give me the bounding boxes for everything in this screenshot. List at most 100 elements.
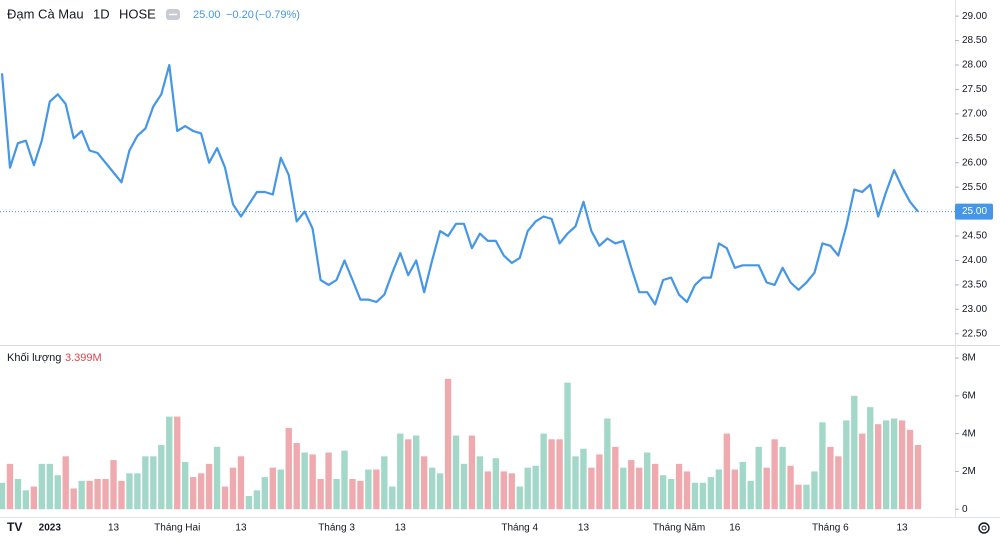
volume-bar	[420, 456, 428, 510]
volume-bar	[811, 471, 818, 510]
volume-bar	[325, 452, 332, 510]
tv-logo-text: TV	[7, 520, 22, 534]
volume-bar	[890, 418, 898, 510]
y-tick-label: 25.50	[962, 182, 987, 193]
volume-bar	[819, 422, 826, 510]
volume-bar	[524, 467, 531, 510]
volume-bar	[166, 416, 173, 510]
settings-icon[interactable]	[978, 522, 990, 534]
tv-logo[interactable]: TV	[4, 519, 28, 536]
volume-bar	[795, 484, 802, 510]
volume-bar	[436, 473, 444, 510]
volume-bar	[882, 420, 890, 510]
volume-bar	[381, 456, 388, 510]
volume-bar	[588, 467, 595, 510]
y-tick-label: 26.00	[962, 157, 987, 168]
exchange: HOSE	[119, 6, 156, 21]
volume-bar	[636, 467, 643, 510]
volume-bar	[253, 490, 261, 510]
volume-bar	[532, 465, 539, 510]
volume-bar	[667, 478, 675, 510]
y-tick-label: 22.50	[962, 328, 987, 339]
volume-bar	[0, 482, 6, 510]
volume-bar	[142, 456, 149, 510]
x-tick-label: 13	[395, 523, 407, 534]
y-tick-label: 23.00	[962, 304, 987, 315]
volume-bar	[357, 480, 364, 510]
last-price-tag	[955, 203, 993, 220]
symbol: Đạm Cà Mau	[7, 6, 84, 21]
volume-last: 3.399M	[65, 352, 102, 364]
y-tick-label: 0	[962, 504, 968, 515]
x-tick-label: Tháng 4	[501, 523, 538, 534]
volume-bar	[293, 443, 300, 510]
price-line	[0, 63, 919, 306]
volume-bar	[86, 480, 93, 510]
volume-bar	[126, 473, 133, 510]
volume-bar	[500, 471, 507, 510]
volume-bar	[628, 460, 635, 510]
volume-bar	[341, 450, 348, 510]
x-tick-label: 13	[897, 523, 909, 534]
volume-bar	[213, 446, 221, 510]
price-change: −0.20	[226, 9, 254, 21]
volume-bar	[859, 433, 866, 510]
volume-bar	[851, 395, 858, 510]
volume-bar	[723, 433, 731, 510]
volume-bar	[835, 456, 842, 510]
y-tick-label: 23.50	[962, 280, 987, 291]
volume-bar	[62, 456, 69, 510]
volume-bar	[349, 478, 356, 510]
y-tick-label: 6M	[962, 390, 976, 401]
y-tick-label: 28.50	[962, 35, 987, 46]
volume-bar	[771, 439, 778, 510]
volume-bar	[843, 420, 850, 510]
x-tick-label: Tháng 6	[812, 523, 849, 534]
volume-bar	[317, 478, 324, 510]
volume-bar	[803, 484, 810, 510]
volume-bar	[6, 463, 14, 510]
volume-bar	[405, 439, 412, 510]
volume-bar	[620, 467, 627, 510]
volume-bar	[197, 473, 205, 510]
volume-bar	[285, 427, 292, 510]
y-tick-label: 27.50	[962, 84, 987, 95]
volume-bar	[906, 429, 914, 510]
volume-bar	[205, 463, 213, 510]
x-tick-label: 13	[108, 523, 120, 534]
x-tick-label: Tháng 3	[318, 523, 355, 534]
interval: 1D	[93, 6, 110, 21]
volume-bar	[683, 471, 691, 510]
x-tick-label: Tháng Năm	[653, 523, 705, 534]
x-tick-label: 16	[729, 523, 741, 534]
volume-bar	[699, 482, 707, 510]
volume-bar	[604, 418, 611, 510]
y-tick-label: 27.00	[962, 109, 987, 120]
volume-bar	[30, 486, 38, 510]
last-price: 25.00	[193, 9, 221, 21]
volume-bar	[150, 456, 157, 510]
volume-bar	[612, 446, 619, 510]
volume-bar	[572, 456, 579, 510]
volume-bar	[118, 480, 125, 510]
y-tick-label: 24.50	[962, 231, 987, 242]
volume-bar	[269, 467, 277, 510]
y-tick-label: 24.00	[962, 255, 987, 266]
volume-bar	[237, 456, 245, 510]
volume-title: Khối lượng	[7, 352, 61, 364]
volume-bar	[174, 416, 181, 510]
volume-bar	[46, 463, 53, 510]
volume-bar	[309, 454, 316, 510]
volume-bar	[596, 454, 603, 510]
volume-bar	[397, 433, 404, 510]
volume-bar	[78, 480, 85, 510]
price-change-pct: (−0.79%)	[255, 9, 300, 21]
volume-bar	[460, 463, 468, 510]
volume-bar	[580, 448, 587, 510]
last-price-tag-label: 25.00	[962, 206, 987, 217]
volume-bar	[14, 478, 22, 510]
volume-bar	[428, 467, 436, 510]
volume-bar	[277, 469, 284, 510]
